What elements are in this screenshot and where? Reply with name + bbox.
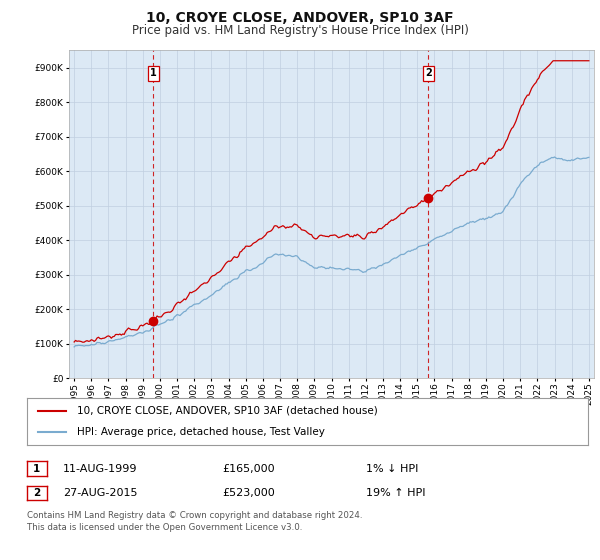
Text: 1: 1 xyxy=(150,68,157,78)
Text: £165,000: £165,000 xyxy=(222,464,275,474)
Text: 2: 2 xyxy=(33,488,41,498)
Text: 10, CROYE CLOSE, ANDOVER, SP10 3AF: 10, CROYE CLOSE, ANDOVER, SP10 3AF xyxy=(146,11,454,25)
Text: 1: 1 xyxy=(33,464,41,474)
Text: 27-AUG-2015: 27-AUG-2015 xyxy=(63,488,137,498)
Text: £523,000: £523,000 xyxy=(222,488,275,498)
Text: Contains HM Land Registry data © Crown copyright and database right 2024.
This d: Contains HM Land Registry data © Crown c… xyxy=(27,511,362,531)
Text: 11-AUG-1999: 11-AUG-1999 xyxy=(63,464,137,474)
Text: HPI: Average price, detached house, Test Valley: HPI: Average price, detached house, Test… xyxy=(77,427,325,437)
Text: Price paid vs. HM Land Registry's House Price Index (HPI): Price paid vs. HM Land Registry's House … xyxy=(131,24,469,36)
Text: 1% ↓ HPI: 1% ↓ HPI xyxy=(366,464,418,474)
Text: 2: 2 xyxy=(425,68,432,78)
Text: 19% ↑ HPI: 19% ↑ HPI xyxy=(366,488,425,498)
Text: 10, CROYE CLOSE, ANDOVER, SP10 3AF (detached house): 10, CROYE CLOSE, ANDOVER, SP10 3AF (deta… xyxy=(77,406,378,416)
